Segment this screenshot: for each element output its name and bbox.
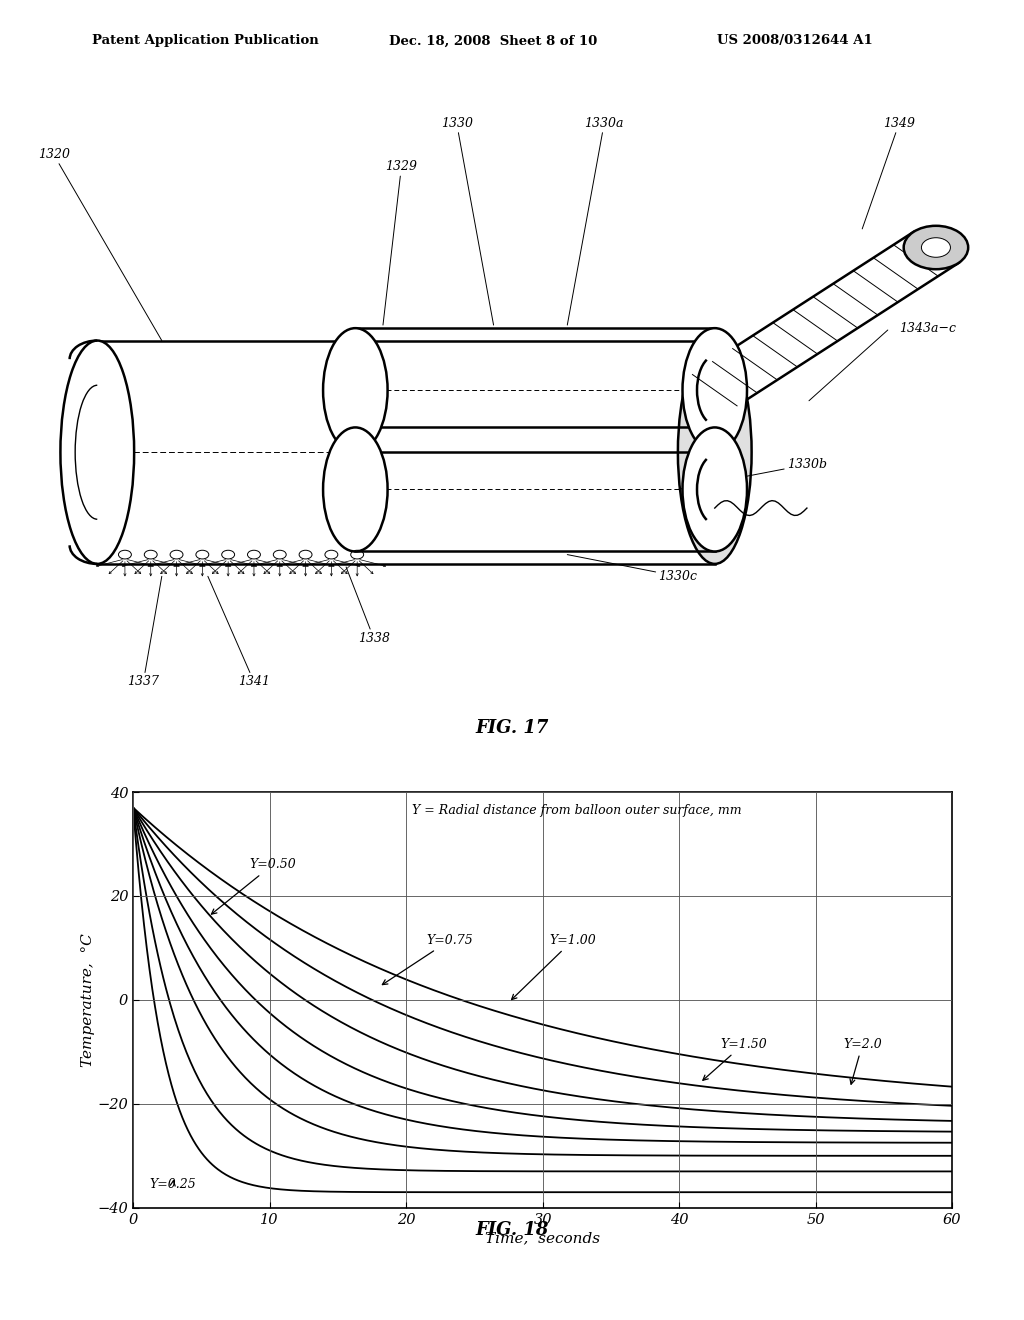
Text: 1320: 1320	[38, 148, 162, 341]
Text: US 2008/0312644 A1: US 2008/0312644 A1	[717, 34, 872, 48]
Text: Y = Radial distance from balloon outer surface, mm: Y = Radial distance from balloon outer s…	[412, 804, 741, 817]
Text: 1330: 1330	[440, 117, 494, 325]
Polygon shape	[692, 232, 958, 405]
Y-axis label: Temperature,  °C: Temperature, °C	[81, 933, 95, 1067]
Text: 1337: 1337	[127, 577, 162, 688]
Ellipse shape	[683, 329, 748, 453]
Ellipse shape	[60, 341, 134, 564]
Text: 1343a−c: 1343a−c	[899, 322, 956, 335]
Ellipse shape	[683, 428, 748, 552]
Text: FIG. 17: FIG. 17	[475, 719, 549, 738]
Ellipse shape	[904, 226, 969, 269]
Ellipse shape	[324, 329, 388, 453]
Text: 1338: 1338	[346, 568, 390, 645]
Text: Y=1.50: Y=1.50	[702, 1038, 767, 1080]
Ellipse shape	[678, 341, 752, 564]
Text: 1349: 1349	[862, 117, 915, 228]
Text: Y=0.50: Y=0.50	[212, 858, 296, 915]
Text: 1330b: 1330b	[678, 458, 827, 490]
Text: Y=0.75: Y=0.75	[382, 933, 473, 985]
Text: Patent Application Publication: Patent Application Publication	[92, 34, 318, 48]
Text: Y=2.0: Y=2.0	[843, 1038, 882, 1084]
Text: Dec. 18, 2008  Sheet 8 of 10: Dec. 18, 2008 Sheet 8 of 10	[389, 34, 597, 48]
Text: 1330a: 1330a	[567, 117, 624, 325]
Text: Y=0.25: Y=0.25	[150, 1177, 197, 1191]
Text: 1341: 1341	[208, 577, 270, 688]
X-axis label: Time,  seconds: Time, seconds	[485, 1230, 600, 1245]
Ellipse shape	[922, 238, 950, 257]
Text: 1329: 1329	[383, 160, 418, 325]
Text: Y=1.00: Y=1.00	[512, 933, 596, 999]
Text: FIG. 18: FIG. 18	[475, 1221, 549, 1239]
Text: 1330c: 1330c	[567, 554, 697, 583]
Ellipse shape	[324, 428, 388, 552]
